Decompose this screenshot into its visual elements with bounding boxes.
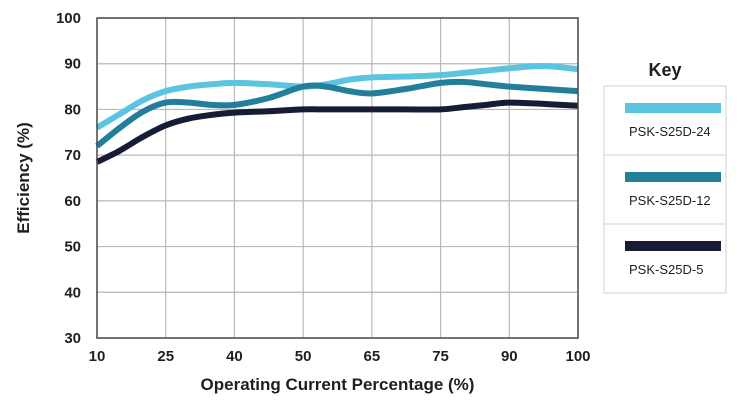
x-tick-labels: 10 25 40 50 65 75 90 100 [89,348,591,365]
legend-label: PSK-S25D-12 [629,193,711,208]
y-tick-label: 80 [64,101,81,118]
legend-swatch [625,172,721,182]
y-tick-label: 60 [64,193,81,210]
x-tick-label: 10 [89,348,106,365]
legend-title: Key [648,60,681,80]
series-line-1 [95,62,579,131]
legend-swatch [625,103,721,113]
series-line-2 [95,78,579,149]
plot-frame [96,17,579,339]
legend-box [603,85,727,294]
y-tick-label: 30 [64,330,81,347]
x-tick-label: 90 [501,348,518,365]
x-tick-label: 100 [565,348,590,365]
y-tick-label: 90 [64,56,81,73]
series-line-3 [95,99,579,165]
x-axis-title: Operating Current Percentage (%) [201,375,475,394]
y-tick-label: 100 [56,10,81,27]
y-tick-label: 40 [64,284,81,301]
y-tick-label: 50 [64,239,81,256]
y-tick-labels: 30 40 50 60 70 80 90 100 [56,10,81,347]
x-tick-label: 65 [364,348,381,365]
legend-swatch [625,241,721,251]
series-lines [95,62,579,165]
legend: PSK-S25D-24 PSK-S25D-12 PSK-S25D-5 [603,85,727,294]
x-tick-label: 75 [432,348,449,365]
legend-label: PSK-S25D-24 [629,124,711,139]
x-tick-label: 25 [157,348,174,365]
legend-label: PSK-S25D-5 [629,262,703,277]
x-tick-label: 50 [295,348,312,365]
y-axis-title: Efficiency (%) [14,122,33,233]
y-tick-label: 70 [64,147,81,164]
x-tick-label: 40 [226,348,243,365]
